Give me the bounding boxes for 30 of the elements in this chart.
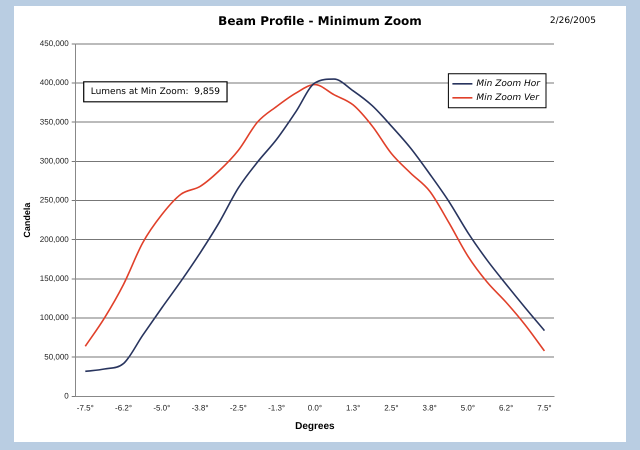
x-tick-label: 1.3° [346,403,360,412]
y-axis-title: Candela [22,202,32,238]
x-tick-label: -7.5° [76,403,94,412]
x-tick-label: -6.2° [115,403,132,412]
x-tick-label: -1.3° [268,403,286,412]
y-tick-label: 100,000 [40,313,70,322]
x-tick-label: -5.0° [153,403,170,412]
y-tick-label: 0 [64,392,70,401]
chart-title: Beam Profile - Minimum Zoom [218,14,422,28]
y-tick-label: 200,000 [40,234,70,244]
x-tick-label: 7.5° [537,403,552,412]
annotation: Lumens at Min Zoom: 9,859 [90,87,220,98]
legend-label: Min Zoom Hor [476,79,542,90]
x-tick-label: -3.8° [192,403,209,412]
x-tick-label: 0.0° [308,403,322,412]
y-tick-label: 450,000 [40,39,70,48]
y-tick-label: 50,000 [44,352,70,362]
x-tick-label: 5.0° [460,403,476,412]
x-tick-label: 6.2° [499,403,514,412]
y-tick-label: 350,000 [40,117,70,126]
y-tick-label: 250,000 [40,196,70,205]
x-tick-label: 2.5° [384,403,399,412]
text: 2/26/2005 [550,16,596,26]
x-tick-label: -2.5° [230,403,247,412]
y-tick-label: 400,000 [40,78,70,88]
y-tick-label: 300,000 [40,156,70,166]
x-tick-label: 3.8° [422,403,437,412]
x-axis-title: Degrees [295,420,336,432]
y-tick-label: 150,000 [40,274,70,284]
legend-label: Min Zoom Ver [476,93,540,104]
